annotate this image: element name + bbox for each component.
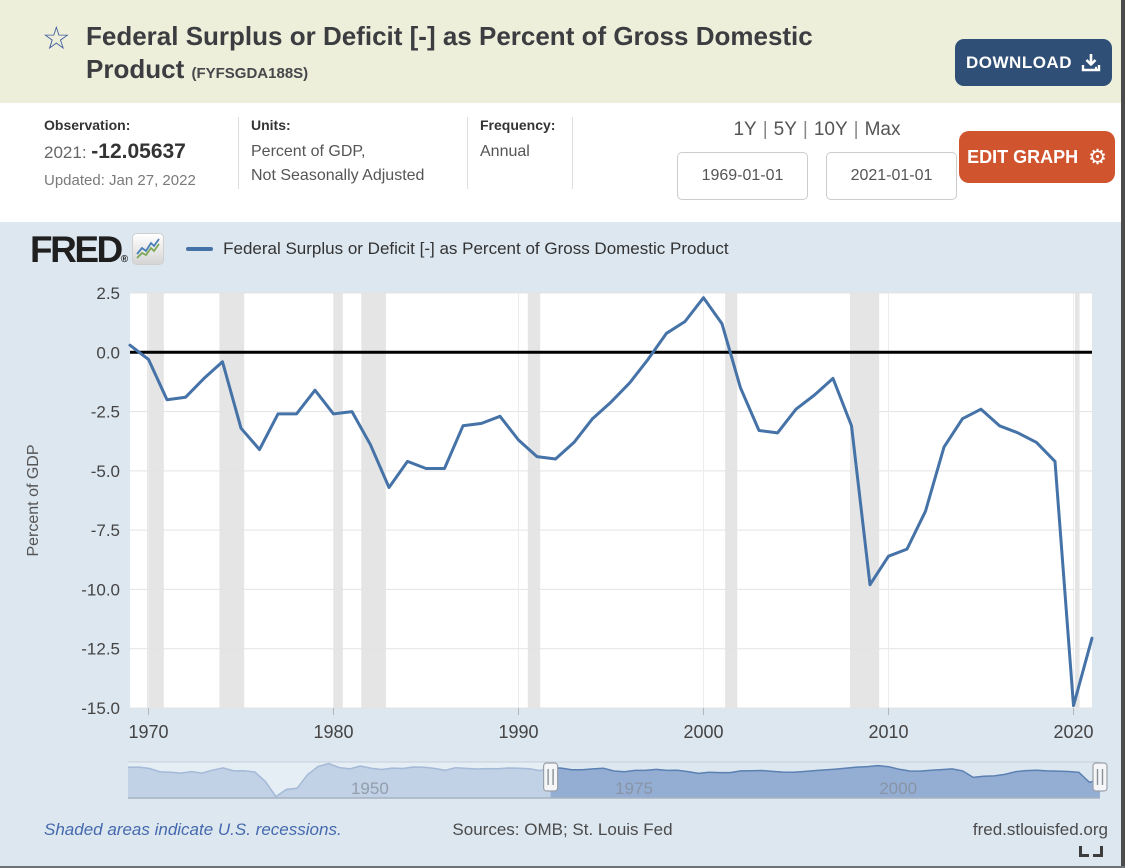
- data-line: [128, 296, 1094, 708]
- y-axis-title: Percent of GDP: [25, 444, 42, 556]
- observation-label: Observation:: [44, 117, 131, 133]
- date-range-group: 1Y | 5Y | 10Y | Max: [677, 119, 957, 200]
- recession-band: [850, 293, 880, 708]
- end-date-input[interactable]: [826, 152, 957, 200]
- recession-band: [219, 293, 245, 708]
- registered-mark: ®: [120, 253, 129, 265]
- date-boxes: [677, 152, 957, 200]
- range-link-separator: |: [802, 119, 808, 140]
- observation-column: Observation: 2021: -12.05637 Updated: Ja…: [44, 117, 239, 189]
- range-link-separator: |: [853, 119, 859, 140]
- page-title-line1: Federal Surplus or Deficit [-] as Percen…: [86, 21, 813, 51]
- frequency-column: Frequency: Annual: [468, 117, 573, 189]
- frequency-value: Annual: [480, 143, 530, 160]
- y-tick-label: -12.5: [81, 640, 120, 659]
- edit-graph-button[interactable]: EDIT GRAPH ⚙: [959, 131, 1115, 183]
- recession-band: [725, 293, 738, 708]
- title-block: Federal Surplus or Deficit [-] as Percen…: [86, 20, 813, 85]
- brand-row: FRED® Federal Surplus or Deficit [-] as …: [30, 229, 729, 269]
- legend-line-swatch: [186, 247, 214, 251]
- units-line1: Percent of GDP,: [251, 143, 366, 160]
- x-tick-label: 2000: [683, 722, 723, 742]
- y-tick-label: 0.0: [96, 343, 120, 362]
- observation-line: 2021: -12.05637: [44, 140, 228, 164]
- legend-label: Federal Surplus or Deficit [-] as Percen…: [223, 239, 729, 258]
- page-title-line2: Product: [86, 53, 185, 84]
- range-slider[interactable]: 1950 1975 2000: [0, 756, 1125, 804]
- y-tick-label: 2.5: [96, 284, 120, 303]
- fred-sparkline-icon: [132, 233, 165, 265]
- navigator-year-label: 1950: [351, 779, 389, 798]
- chart-footer: Shaded areas indicate U.S. recessions. S…: [0, 820, 1125, 850]
- download-icon: [1081, 54, 1101, 72]
- units-label: Units:: [251, 117, 291, 133]
- x-tick-label: 1970: [128, 722, 168, 742]
- navigator-handle-right[interactable]: [1092, 762, 1108, 792]
- meta-columns: Observation: 2021: -12.05637 Updated: Ja…: [0, 103, 1125, 189]
- start-date-input[interactable]: [677, 152, 808, 200]
- recession-band: [527, 293, 541, 708]
- x-tick-label: 1990: [498, 722, 538, 742]
- series-id: (FYFSGDA188S): [191, 64, 309, 82]
- fred-logo-text: FRED: [30, 228, 123, 270]
- fullscreen-corner-left: [1079, 846, 1089, 857]
- meta-bar: Observation: 2021: -12.05637 Updated: Ja…: [0, 103, 1125, 222]
- updated-date: Updated: Jan 27, 2022: [44, 172, 196, 189]
- download-button-label: DOWNLOAD: [966, 52, 1072, 72]
- main-chart[interactable]: 2.5 0.0 -2.5 -5.0 -7.5 -10.0 -12.5 -15.0 1970 198…: [0, 282, 1125, 752]
- y-tick-label: -5.0: [91, 462, 120, 481]
- navigator-year-label: 1975: [615, 779, 653, 798]
- range-link-max[interactable]: Max: [864, 119, 901, 140]
- range-link-1y[interactable]: 1Y: [733, 119, 757, 140]
- y-tick-label: -15.0: [81, 699, 120, 718]
- recession-band: [333, 293, 343, 708]
- fullscreen-icon[interactable]: [1079, 844, 1103, 857]
- edit-graph-label: EDIT GRAPH: [967, 146, 1079, 167]
- sources-text[interactable]: Sources: OMB; St. Louis Fed: [452, 820, 673, 839]
- range-link-5y[interactable]: 5Y: [773, 119, 797, 140]
- units-line2: Not Seasonally Adjusted: [251, 167, 425, 184]
- gear-icon: ⚙: [1088, 145, 1107, 169]
- observation-period: 2021:: [44, 143, 87, 162]
- chart-section: FRED® Federal Surplus or Deficit [-] as …: [0, 222, 1125, 868]
- window-bottom-border: [0, 866, 1125, 868]
- range-link-10y[interactable]: 10Y: [813, 119, 848, 140]
- x-tick-label: 1980: [313, 722, 353, 742]
- range-link-separator: |: [762, 119, 768, 140]
- navigator-handle-left[interactable]: [543, 762, 559, 792]
- recession-band: [1075, 293, 1080, 708]
- navigator-mask: [128, 762, 551, 798]
- page-header: ☆ Federal Surplus or Deficit [-] as Perc…: [0, 0, 1125, 103]
- window-right-border: [1121, 0, 1125, 868]
- units-column: Units: Percent of GDP, Not Seasonally Ad…: [239, 117, 468, 189]
- recession-band: [147, 293, 164, 708]
- observation-value: -12.05637: [91, 140, 186, 163]
- units-value: Percent of GDP, Not Seasonally Adjusted: [251, 140, 457, 188]
- page-title: Federal Surplus or Deficit [-] as Percen…: [86, 20, 813, 85]
- fullscreen-corner-right: [1093, 846, 1103, 857]
- recession-note-link[interactable]: Shaded areas indicate U.S. recessions.: [44, 820, 342, 839]
- download-button[interactable]: DOWNLOAD: [955, 39, 1112, 86]
- favorite-star-icon[interactable]: ☆: [42, 20, 71, 56]
- y-tick-label: -10.0: [81, 580, 120, 599]
- x-tick-label: 2010: [868, 722, 908, 742]
- navigator-year-label: 2000: [879, 779, 917, 798]
- frequency-label: Frequency:: [480, 117, 556, 133]
- fred-logo[interactable]: FRED®: [30, 231, 128, 268]
- plot-area[interactable]: [130, 293, 1092, 708]
- recession-band: [361, 293, 386, 708]
- range-links: 1Y | 5Y | 10Y | Max: [681, 119, 953, 141]
- y-tick-label: -2.5: [91, 403, 120, 422]
- site-link[interactable]: fred.stlouisfed.org: [972, 820, 1108, 839]
- y-tick-label: -7.5: [91, 521, 120, 540]
- x-tick-label: 2020: [1053, 722, 1093, 742]
